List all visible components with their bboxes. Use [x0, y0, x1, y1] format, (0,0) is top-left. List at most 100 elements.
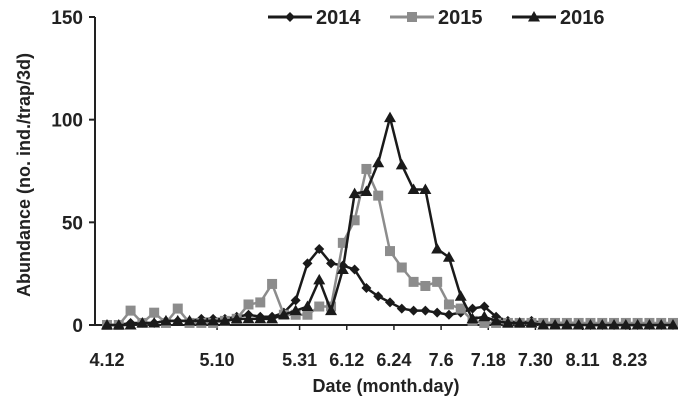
x-axis-title: Date (month.day) [312, 376, 459, 396]
data-point-2016 [254, 312, 267, 324]
series-group [101, 111, 678, 330]
data-point-2015 [479, 317, 490, 328]
data-point-2015 [349, 215, 360, 226]
data-point-2014 [290, 295, 301, 306]
data-point-2014 [326, 258, 337, 269]
legend: 2014 2015 2016 [268, 7, 605, 29]
legend-item-2014: 2014 [268, 7, 361, 29]
data-point-2015 [361, 163, 372, 174]
data-point-2015 [420, 280, 431, 291]
data-point-2016 [171, 314, 184, 326]
data-point-2016 [207, 314, 220, 326]
data-point-2015 [408, 276, 419, 287]
x-tick-label: 7.30 [518, 350, 553, 370]
y-tick-label: 150 [51, 8, 83, 29]
x-tick-label: 8.11 [566, 350, 600, 370]
axes [94, 17, 678, 326]
data-point-2016 [313, 273, 326, 285]
data-point-2016 [195, 314, 208, 326]
data-point-2016 [655, 319, 668, 330]
data-point-2015 [125, 305, 136, 316]
data-point-2015 [385, 246, 395, 257]
x-axis-ticks: 4.12 5.10 5.31 6.12 6.24 7.6 7.18 7.30 8.11 8.23 [89, 325, 647, 370]
y-tick-label: 50 [62, 213, 83, 234]
x-tick-label: 7.18 [471, 350, 506, 370]
legend-marker-2015 [407, 12, 417, 22]
data-point-2016 [136, 316, 149, 328]
data-point-2014 [479, 301, 490, 312]
data-point-2016 [454, 290, 467, 301]
data-point-2016 [301, 300, 314, 312]
series-line-2014 [107, 247, 673, 327]
data-point-2016 [277, 308, 290, 320]
data-point-2016 [372, 156, 385, 168]
data-point-2015 [267, 278, 278, 289]
data-point-2016 [549, 319, 562, 330]
data-point-2015 [443, 299, 454, 310]
data-point-2016 [384, 111, 396, 123]
y-axis-ticks: 0 50 100 150 [51, 8, 95, 337]
legend-marker-2016 [528, 11, 540, 22]
y-tick-label: 0 [72, 316, 83, 337]
data-point-2016 [643, 319, 656, 330]
data-point-2014 [385, 297, 395, 308]
data-point-2016 [596, 319, 609, 330]
x-tick-label: 4.12 [89, 350, 124, 370]
data-point-2016 [619, 319, 632, 330]
x-tick-label: 6.24 [376, 350, 411, 370]
data-point-2016 [289, 304, 302, 316]
data-point-2014 [408, 305, 419, 316]
data-point-2016 [325, 304, 338, 316]
data-point-2014 [349, 264, 360, 275]
x-tick-label: 7.6 [429, 350, 454, 370]
data-point-2015 [373, 190, 384, 201]
data-point-2015 [243, 299, 254, 310]
data-point-2016 [348, 187, 361, 199]
data-point-2016 [431, 243, 444, 254]
data-point-2016 [501, 316, 514, 328]
data-point-2015 [255, 297, 266, 308]
data-point-2014 [361, 283, 372, 294]
data-point-2015 [149, 307, 160, 318]
data-point-2015 [314, 301, 325, 312]
data-point-2014 [373, 291, 384, 302]
data-point-2016 [442, 251, 455, 262]
data-point-2016 [525, 316, 538, 328]
data-point-2015 [455, 303, 466, 314]
data-point-2016 [230, 312, 243, 324]
data-point-2016 [407, 183, 420, 194]
data-point-2014 [314, 244, 325, 255]
series-line-2016 [107, 116, 673, 327]
data-point-2016 [218, 314, 231, 326]
data-point-2015 [172, 303, 183, 314]
legend-label: 2016 [560, 7, 605, 29]
data-point-2014 [443, 309, 454, 320]
data-point-2014 [432, 307, 443, 318]
data-point-2014 [420, 305, 431, 316]
series-2016 [101, 111, 678, 330]
data-point-2015 [396, 262, 407, 273]
data-point-2016 [395, 158, 408, 170]
x-tick-label: 5.31 [282, 350, 317, 370]
data-point-2016 [537, 319, 550, 330]
data-point-2016 [560, 319, 573, 330]
data-point-2016 [112, 319, 125, 330]
data-point-2016 [159, 314, 172, 326]
data-point-2016 [572, 319, 585, 330]
x-tick-label: 8.23 [612, 350, 647, 370]
data-point-2016 [183, 314, 196, 326]
x-tick-label: 6.12 [329, 350, 364, 370]
data-point-2015 [337, 237, 348, 248]
data-point-2016 [478, 310, 491, 322]
x-tick-label: 5.10 [200, 350, 235, 370]
data-point-2016 [466, 312, 479, 324]
legend-label: 2014 [316, 7, 361, 29]
y-tick-label: 100 [51, 111, 83, 132]
data-point-2015 [432, 276, 443, 287]
legend-marker-2014 [285, 12, 295, 22]
data-point-2014 [396, 303, 407, 314]
data-point-2016 [513, 316, 526, 328]
data-point-2016 [360, 185, 373, 197]
y-axis-title: Abundance (no. ind./trap/3d) [14, 53, 34, 297]
